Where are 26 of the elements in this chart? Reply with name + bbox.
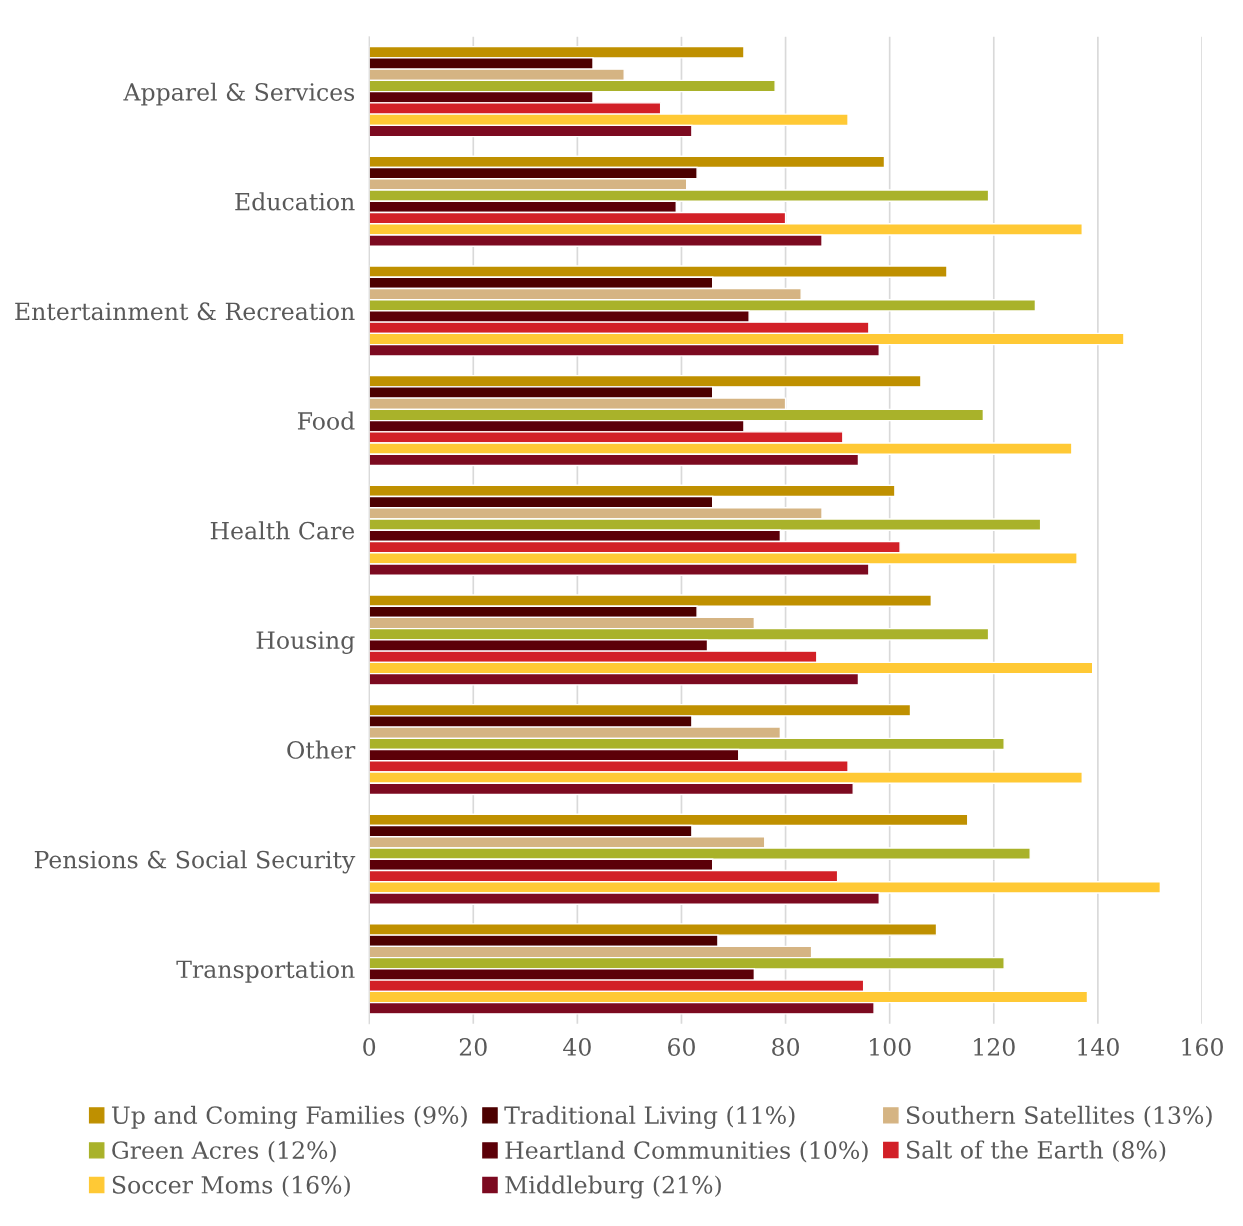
legend-label: Salt of the Earth (8%) bbox=[906, 1140, 1166, 1163]
x-tick-label: 40 bbox=[563, 1038, 591, 1056]
y-tick-label: Housing bbox=[256, 631, 355, 654]
legend-label: Heartland Communities (10%) bbox=[505, 1140, 868, 1163]
y-tick-label: Food bbox=[297, 411, 355, 430]
x-tick-label: 60 bbox=[668, 1038, 695, 1056]
y-tick-label: Entertainment & Recreation bbox=[15, 302, 355, 321]
x-tick-label: 160 bbox=[1182, 1038, 1223, 1056]
x-tick-label: 0 bbox=[363, 1038, 376, 1056]
x-tick-label: 140 bbox=[1078, 1038, 1119, 1056]
x-tick-label: 80 bbox=[772, 1038, 800, 1056]
legend-label: Green Acres (12%) bbox=[112, 1140, 336, 1163]
legend-label: Up and Coming Families (9%) bbox=[111, 1105, 467, 1129]
y-tick-label: Health Care bbox=[210, 521, 355, 540]
y-tick-label: Education bbox=[235, 192, 355, 211]
y-tick-label: Apparel & Services bbox=[123, 82, 355, 106]
y-tick-label: Pensions & Social Security bbox=[34, 850, 356, 874]
legend-label: Traditional Living (11%) bbox=[504, 1105, 795, 1129]
x-tick-label: 100 bbox=[870, 1038, 911, 1056]
legend-label: Soccer Moms (16%) bbox=[112, 1175, 350, 1198]
legend-label: Southern Satellites (13%) bbox=[906, 1105, 1212, 1128]
x-tick-label: 120 bbox=[974, 1038, 1015, 1056]
legend-label: Middleburg (21%) bbox=[505, 1175, 721, 1199]
x-tick-label: 20 bbox=[459, 1038, 487, 1056]
y-tick-label: Transportation bbox=[176, 960, 355, 983]
y-tick-label: Other bbox=[287, 740, 356, 759]
